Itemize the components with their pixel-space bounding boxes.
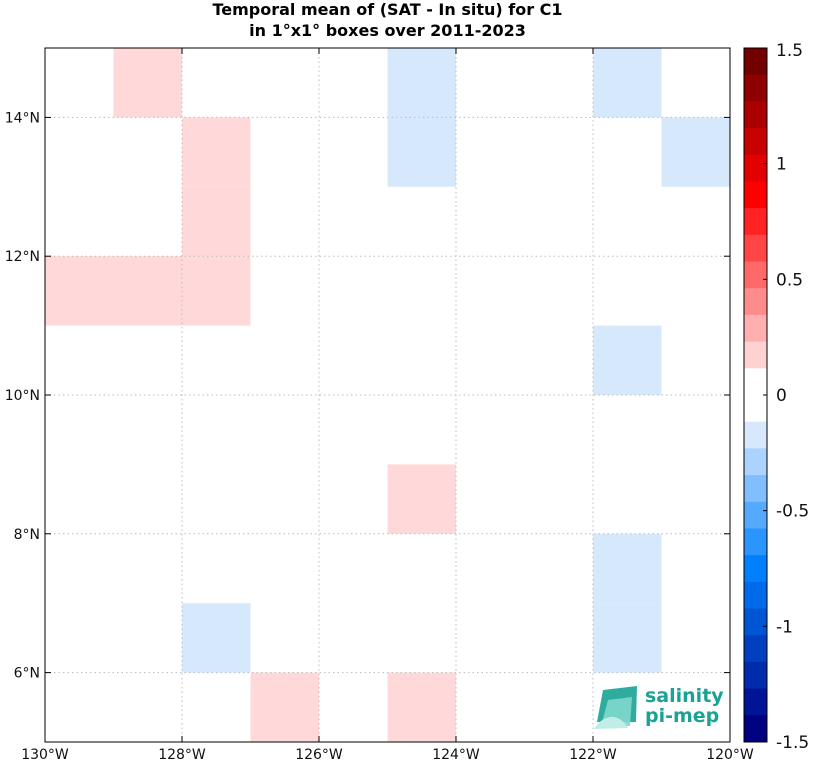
x-tick-label-3: 124°W bbox=[432, 747, 480, 763]
cell-15 bbox=[250, 672, 319, 742]
colorbar-band-22 bbox=[744, 635, 767, 663]
cell-4 bbox=[113, 256, 182, 326]
colorbar-band-2 bbox=[744, 101, 767, 129]
colorbar-band-11 bbox=[744, 341, 767, 369]
x-tick-label-2: 126°W bbox=[295, 747, 343, 763]
cells-layer bbox=[45, 48, 730, 742]
colorbar-band-4 bbox=[744, 154, 767, 182]
cell-12 bbox=[593, 533, 662, 604]
y-tick-label-0: 6°N bbox=[14, 666, 40, 682]
colorbar-band-15 bbox=[744, 448, 767, 476]
colorbar-band-8 bbox=[744, 261, 767, 289]
colorbar-band-18 bbox=[744, 528, 767, 556]
colorbar-band-1 bbox=[744, 74, 767, 102]
colorbar-band-14 bbox=[744, 421, 767, 449]
cell-10 bbox=[593, 325, 662, 395]
grid-layer bbox=[45, 48, 730, 742]
colorbar-band-20 bbox=[744, 581, 767, 610]
colorbar-band-5 bbox=[744, 181, 767, 209]
x-tick-label-5: 120°W bbox=[706, 747, 754, 763]
logo-text-line1: salinity bbox=[645, 685, 724, 707]
colorbar-band-12 bbox=[744, 368, 767, 396]
colorbar-band-25 bbox=[744, 715, 767, 743]
cell-5 bbox=[182, 256, 251, 326]
cell-14 bbox=[182, 603, 251, 673]
colorbar-band-3 bbox=[744, 128, 767, 156]
colorbar-band-23 bbox=[744, 661, 767, 690]
colorbar-tick-label-2: 0.5 bbox=[776, 270, 803, 290]
chart-subtitle: in 1°x1° boxes over 2011-2023 bbox=[249, 21, 526, 40]
cell-13 bbox=[593, 603, 662, 673]
colorbar-band-6 bbox=[744, 208, 767, 236]
colorbar-band-19 bbox=[744, 555, 767, 583]
cell-9 bbox=[661, 117, 730, 187]
colorbar-band-13 bbox=[744, 395, 767, 423]
cell-6 bbox=[387, 48, 456, 118]
colorbar-band-9 bbox=[744, 288, 767, 316]
colorbar-band-24 bbox=[744, 688, 767, 716]
y-tick-label-2: 10°N bbox=[5, 388, 40, 404]
colorbar-tick-label-6: -1.5 bbox=[776, 733, 809, 753]
logo-text-line2: pi-mep bbox=[645, 705, 719, 727]
colorbar-tick-label-1: 1 bbox=[776, 155, 787, 175]
logo-wave-icon-3 bbox=[594, 716, 628, 729]
colorbar-band-17 bbox=[744, 501, 767, 529]
cell-16 bbox=[387, 672, 456, 742]
chart-title: Temporal mean of (SAT - In situ) for C1 bbox=[212, 0, 563, 19]
cell-8 bbox=[593, 48, 662, 118]
axes-layer: 130°W 128°W 126°W 124°W 122°W 120°W 6°N 8°N 10°N… bbox=[5, 48, 754, 763]
colorbar-band-10 bbox=[744, 314, 767, 343]
y-tick-label-3: 12°N bbox=[5, 249, 40, 265]
colorbar-band-0 bbox=[744, 48, 767, 76]
cell-2 bbox=[182, 186, 251, 257]
colorbar-tick-label-3: 0 bbox=[776, 386, 787, 406]
colorbar-tick-label-4: -0.5 bbox=[776, 502, 809, 522]
colorbar: 1.5 1 0.5 0 -0.5 -1 -1.5 bbox=[743, 41, 809, 753]
x-tick-label-4: 122°W bbox=[569, 747, 617, 763]
x-tick-label-0: 130°W bbox=[21, 747, 69, 763]
cell-11 bbox=[387, 464, 456, 534]
cell-0 bbox=[113, 48, 182, 118]
colorbar-band-7 bbox=[744, 234, 767, 263]
colorbar-tick-label-5: -1 bbox=[776, 617, 793, 637]
x-tick-label-1: 128°W bbox=[158, 747, 206, 763]
y-tick-label-4: 14°N bbox=[5, 110, 40, 126]
cell-7 bbox=[387, 117, 456, 187]
salinity-pi-mep-logo: salinity pi-mep bbox=[594, 685, 724, 729]
y-tick-label-1: 8°N bbox=[14, 527, 40, 543]
colorbar-band-21 bbox=[744, 608, 767, 636]
cell-1 bbox=[182, 117, 251, 187]
cell-3 bbox=[45, 256, 114, 326]
colorbar-band-16 bbox=[744, 475, 767, 503]
colorbar-tick-label-0: 1.5 bbox=[776, 41, 803, 61]
